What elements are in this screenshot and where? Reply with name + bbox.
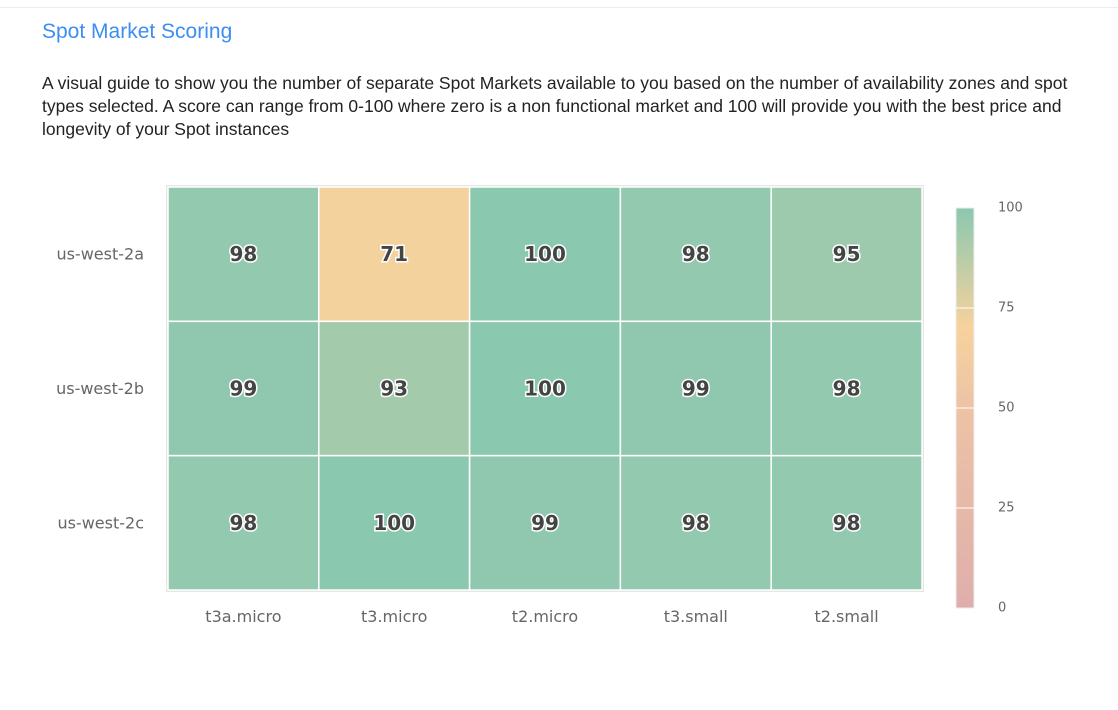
colorbar-tick-label: 25 — [998, 501, 1015, 516]
colorbar-tick-label: 100 — [998, 201, 1023, 216]
colorbar-tick-label: 0 — [998, 601, 1006, 616]
heatmap-cell — [468, 454, 622, 591]
heatmap-cell — [318, 186, 471, 323]
heatmap-cell — [770, 454, 923, 591]
x-tick-label: t3.micro — [361, 607, 427, 626]
cell-value-label: 100 — [524, 242, 566, 266]
cell-value-label: 99 — [682, 377, 710, 401]
heatmap-cell — [167, 454, 320, 591]
top-divider — [0, 7, 1118, 8]
page-title: Spot Market Scoring — [42, 20, 233, 43]
cell-value-label: 99 — [531, 511, 559, 535]
cell-value-label: 98 — [229, 511, 257, 535]
cell-value-label: 95 — [833, 242, 861, 266]
x-tick-label: t3a.micro — [205, 607, 281, 626]
colorbar-tick-label: 50 — [998, 401, 1015, 416]
heatmap-cell — [770, 186, 923, 323]
heatmap-cell — [619, 186, 772, 323]
plot-border — [166, 185, 924, 592]
heatmap-cell — [468, 320, 622, 457]
x-tick-label: t3.small — [664, 607, 728, 626]
y-tick-label: us-west-2b — [56, 379, 144, 398]
cell-value-label: 100 — [373, 511, 415, 535]
page-description: A visual guide to show you the number of… — [42, 73, 1068, 139]
cell-value-label: 98 — [229, 242, 257, 266]
cell-value-label: 98 — [833, 511, 861, 535]
x-tick-label: t2.micro — [512, 607, 578, 626]
cell-value-label: 98 — [682, 511, 710, 535]
cell-value-label: 99 — [229, 377, 257, 401]
colorbar-tick-label: 75 — [998, 301, 1015, 316]
cell-value-label: 98 — [833, 377, 861, 401]
cell-value-label: 100 — [524, 377, 566, 401]
cell-value-label: 71 — [380, 242, 408, 266]
y-tick-label: us-west-2a — [56, 245, 144, 264]
heatmap-cell — [619, 320, 772, 457]
heatmap-cell — [468, 186, 622, 323]
heatmap-cell — [318, 454, 471, 591]
cell-value-label: 98 — [682, 242, 710, 266]
x-tick-label: t2.small — [815, 607, 879, 626]
cell-value-label: 93 — [380, 377, 408, 401]
heatmap-cell — [770, 320, 923, 457]
y-tick-label: us-west-2c — [57, 513, 144, 532]
